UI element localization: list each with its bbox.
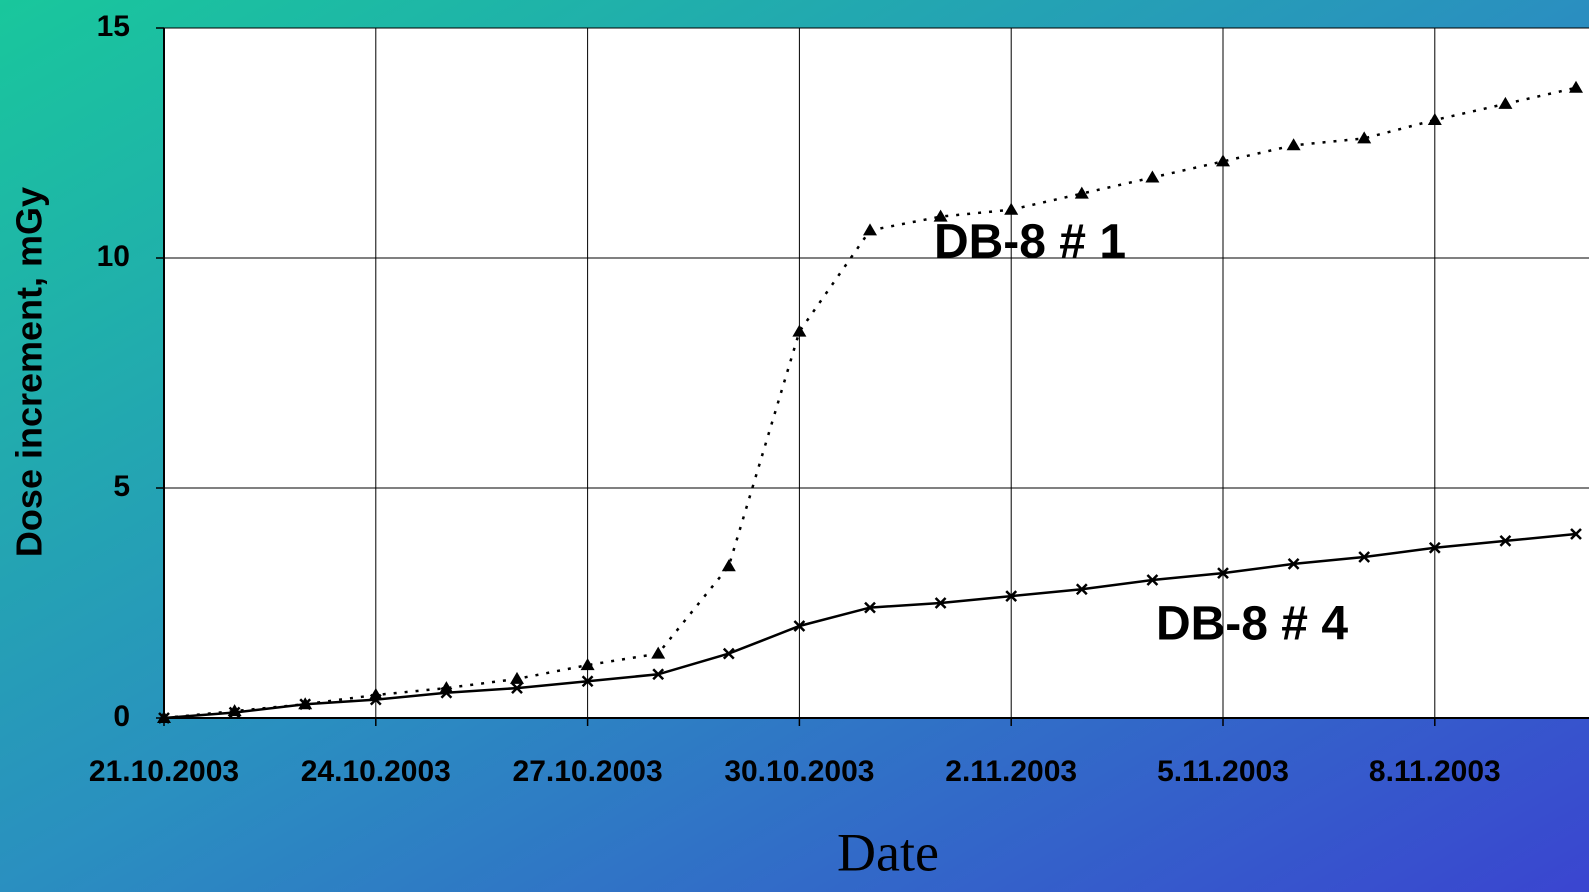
y-tick-label: 10 <box>97 240 130 273</box>
triangle-marker <box>1145 170 1160 183</box>
plot-area <box>164 28 1589 718</box>
triangle-marker <box>1357 131 1372 144</box>
cross-marker <box>1005 590 1018 602</box>
triangle-marker <box>580 658 595 671</box>
x-tick-label: 5.11.2003 <box>1157 755 1289 788</box>
cross-marker <box>158 712 170 724</box>
x-tick-label: 8.11.2003 <box>1369 755 1501 788</box>
triangle-marker <box>1216 154 1230 167</box>
cross-marker <box>228 706 241 719</box>
y-tick-label: 0 <box>113 700 130 733</box>
cross-marker <box>1075 583 1088 596</box>
series-label: DB-8 # 4 <box>1156 598 1348 651</box>
y-tick-label: 15 <box>97 10 130 43</box>
cross-marker <box>1287 558 1300 570</box>
cross-marker <box>1358 551 1371 563</box>
x-tick-label: 30.10.2003 <box>724 755 874 788</box>
triangle-marker <box>1498 96 1513 109</box>
cross-marker <box>652 668 665 681</box>
triangle-marker <box>1427 113 1442 125</box>
cross-marker <box>1146 574 1159 586</box>
cross-marker <box>440 686 453 699</box>
triangle-marker <box>721 559 736 572</box>
cross-marker <box>511 682 523 694</box>
cross-marker <box>1428 541 1441 554</box>
triangle-marker <box>933 209 948 222</box>
y-axis-label: Dose increment, mGy <box>9 187 50 557</box>
x-tick-label: 27.10.2003 <box>513 755 663 788</box>
cross-marker <box>722 647 735 660</box>
triangle-marker <box>1004 202 1019 215</box>
cross-marker <box>369 693 382 706</box>
cross-marker <box>1499 535 1512 547</box>
triangle-marker <box>792 324 807 337</box>
triangle-marker <box>1286 138 1301 151</box>
cross-marker <box>934 597 947 609</box>
cross-marker <box>793 620 806 632</box>
y-tick-label: 5 <box>113 470 130 503</box>
triangle-marker <box>863 223 877 236</box>
triangle-marker <box>1074 186 1089 199</box>
x-tick-label: 21.10.2003 <box>89 755 239 788</box>
x-axis-label: Date <box>837 822 939 882</box>
cross-marker <box>1570 528 1582 540</box>
cross-marker <box>581 675 594 688</box>
cross-marker <box>1217 567 1229 579</box>
triangle-marker <box>510 671 524 684</box>
triangle-marker <box>1569 80 1583 93</box>
series-label: DB-8 # 1 <box>934 216 1126 269</box>
triangle-marker <box>651 646 666 659</box>
x-tick-label: 2.11.2003 <box>945 755 1077 788</box>
x-tick-label: 24.10.2003 <box>301 755 451 788</box>
cross-marker <box>299 698 312 711</box>
cross-marker <box>864 601 876 614</box>
